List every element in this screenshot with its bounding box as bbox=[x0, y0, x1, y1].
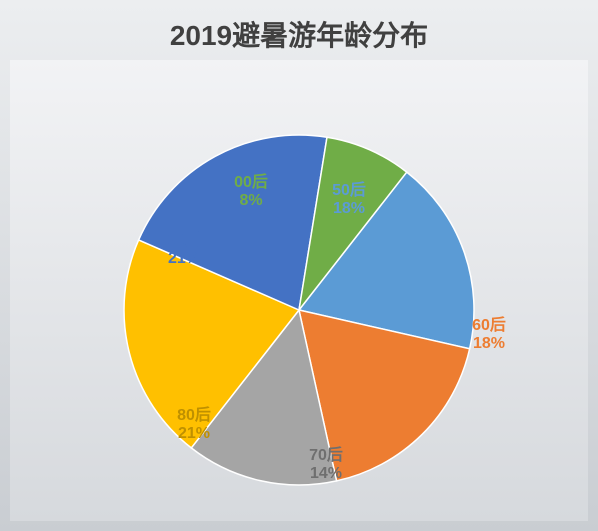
slice-label-percent: 18% bbox=[333, 200, 365, 217]
slice-label-category: 90后 bbox=[167, 231, 201, 249]
pie-chart-svg: 50后18%60后18%70后14%80后21%90后21%00后8% bbox=[0, 0, 598, 531]
pie-chart-container: 50后18%60后18%70后14%80后21%90后21%00后8% 2019… bbox=[0, 0, 598, 531]
slice-label-category: 50后 bbox=[332, 181, 366, 199]
slice-label-percent: 21% bbox=[178, 425, 210, 442]
chart-title: 2019避暑游年龄分布 bbox=[0, 14, 598, 54]
slice-label-category: 60后 bbox=[472, 316, 506, 334]
slice-label-percent: 21% bbox=[168, 250, 200, 267]
slice-label-percent: 8% bbox=[239, 192, 262, 209]
slice-label-category: 70后 bbox=[309, 446, 343, 464]
slice-label-category: 00后 bbox=[234, 173, 268, 191]
slice-label-percent: 18% bbox=[473, 335, 505, 352]
slice-label-percent: 14% bbox=[310, 465, 342, 482]
slice-label-category: 80后 bbox=[177, 406, 211, 424]
